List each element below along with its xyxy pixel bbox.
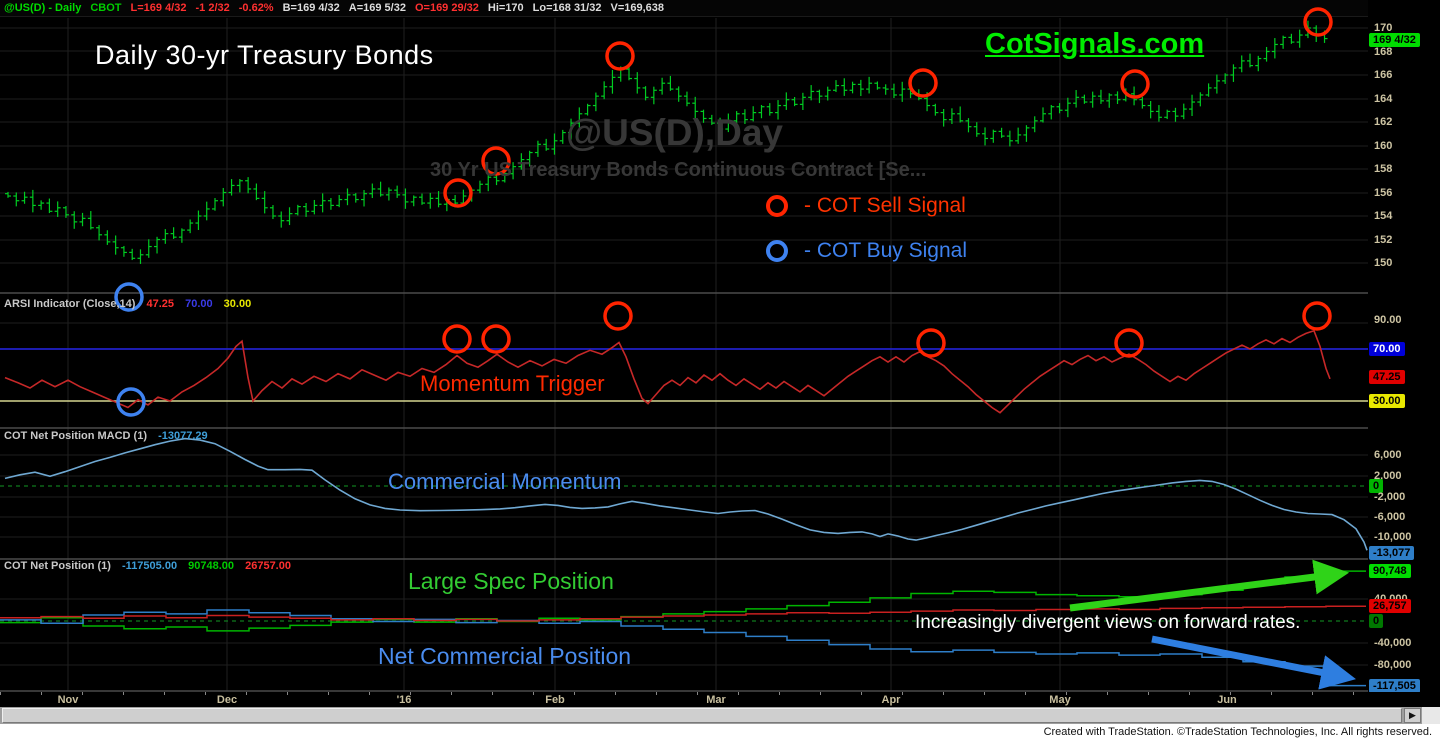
axis-label: -40,000 xyxy=(1374,637,1412,649)
quote-field: Hi=170 xyxy=(487,2,524,14)
quote-field: B=169 4/32 xyxy=(282,2,340,14)
rsi-oversold-value: 30.00 xyxy=(223,298,252,310)
cot-largespec-value: 90748.00 xyxy=(188,560,235,572)
quote-field: A=169 5/32 xyxy=(348,2,406,14)
axis-value-badge: -117,505 xyxy=(1369,679,1420,693)
legend-sell-signal: - COT Sell Signal xyxy=(766,191,966,221)
annotation-net-commercial: Net Commercial Position xyxy=(378,643,632,669)
month-label: Feb xyxy=(545,694,565,706)
month-label: Nov xyxy=(57,694,79,706)
cot-label: COT Net Position (1) xyxy=(4,560,111,572)
quote-field: -0.62% xyxy=(238,2,274,14)
rsi-overbought-value: 70.00 xyxy=(185,298,213,310)
axis-label: -80,000 xyxy=(1374,659,1412,671)
axis-label: 162 xyxy=(1374,116,1393,128)
month-label: Mar xyxy=(706,694,726,706)
annotation-commercial-momentum: Commercial Momentum xyxy=(388,469,622,494)
quote-field: Lo=168 31/32 xyxy=(532,2,602,14)
axis-label: 168 xyxy=(1374,46,1393,58)
price-axis[interactable]: 170 169 4/32 168 166 164 162 160 158 156 154 152 15… xyxy=(1368,0,1440,724)
legend-sell-label: - COT Sell Signal xyxy=(804,194,966,217)
annotation-momentum-trigger: Momentum Trigger xyxy=(420,371,605,396)
quote-field: O=169 29/32 xyxy=(414,2,479,14)
rsi-value: 47.25 xyxy=(146,298,175,310)
axis-label: 158 xyxy=(1374,163,1393,175)
sell-signal-icon xyxy=(766,195,788,217)
scrollbar-corner xyxy=(1422,707,1440,724)
cot-commercial-value: -117505.00 xyxy=(122,560,178,572)
annotation-divergent-views: Increasingly divergent views on forward … xyxy=(915,612,1301,633)
axis-label: -6,000 xyxy=(1374,511,1406,523)
copyright-text: Created with TradeStation. ©TradeStation… xyxy=(1043,726,1432,738)
axis-label: -2,000 xyxy=(1374,491,1406,503)
copyright-bar: Created with TradeStation. ©TradeStation… xyxy=(0,724,1440,740)
quote-field: @US(D) - Daily xyxy=(4,2,82,14)
axis-label: 164 xyxy=(1374,93,1393,105)
month-label: Apr xyxy=(881,694,901,706)
brand-link[interactable]: CotSignals.com xyxy=(985,28,1205,60)
axis-label: 152 xyxy=(1374,234,1393,246)
macd-value: -13077.29 xyxy=(158,430,208,442)
quote-field: -1 2/32 xyxy=(195,2,230,14)
rsi-label: ARSI Indicator (Close,14) xyxy=(4,298,136,310)
axis-value-badge: 0 xyxy=(1369,479,1384,493)
month-label: May xyxy=(1049,694,1071,706)
axis-label: 90.00 xyxy=(1374,314,1402,326)
axis-value-badge: 0 xyxy=(1369,614,1384,628)
cot-indicator-header: COT Net Position (1) -117505.00 90748.00… xyxy=(4,560,299,572)
axis-value-badge: -13,077 xyxy=(1369,546,1415,560)
axis-value-badge: 169 4/32 xyxy=(1369,33,1420,47)
quote-bar: @US(D) - Daily CBOT L=169 4/32 -1 2/32 -0.62… xyxy=(0,0,1440,17)
axis-label: 170 xyxy=(1374,22,1393,34)
axis-value-badge: 90,748 xyxy=(1369,564,1411,578)
month-label: '16 xyxy=(396,694,412,706)
quote-field: L=169 4/32 xyxy=(130,2,187,14)
watermark-symbol: @US(D),Day xyxy=(566,112,783,153)
scrollbar-right-arrow-icon[interactable]: ▶ xyxy=(1404,708,1421,723)
scrollbar-thumb[interactable] xyxy=(2,708,1402,723)
macd-label: COT Net Position MACD (1) xyxy=(4,430,147,442)
legend-buy-label: - COT Buy Signal xyxy=(804,239,968,262)
axis-label: 150 xyxy=(1374,257,1393,269)
axis-value-badge: 26,757 xyxy=(1369,599,1411,613)
month-label: Jun xyxy=(1217,694,1237,706)
axis-label: 166 xyxy=(1374,69,1393,81)
axis-label: 6,000 xyxy=(1374,449,1402,461)
quote-field: V=169,638 xyxy=(610,2,665,14)
macd-indicator-header: COT Net Position MACD (1) -13077.29 xyxy=(4,430,216,442)
buy-signal-icon xyxy=(766,240,788,262)
legend-buy-signal: - COT Buy Signal xyxy=(766,236,967,266)
axis-value-badge: 30.00 xyxy=(1369,394,1405,408)
quote-field: CBOT xyxy=(90,2,122,14)
axis-value-badge: 70.00 xyxy=(1369,342,1405,356)
time-axis[interactable]: Nov Dec '16 Feb Mar Apr May Jun xyxy=(0,692,1440,706)
axis-label: 156 xyxy=(1374,187,1393,199)
month-label: Dec xyxy=(216,694,238,706)
cot-smallspec-value: 26757.00 xyxy=(245,560,291,572)
axis-value-badge: 47.25 xyxy=(1369,370,1405,384)
axis-label: 160 xyxy=(1374,140,1393,152)
rsi-indicator-header: ARSI Indicator (Close,14) 47.25 70.00 30… xyxy=(4,298,259,310)
axis-label: -10,000 xyxy=(1374,531,1412,543)
watermark-description: 30 Yr US Treasury Bonds Continuous Contr… xyxy=(430,159,927,181)
axis-label: 154 xyxy=(1374,210,1393,222)
horizontal-scrollbar[interactable]: ▶ xyxy=(0,707,1440,724)
chart-title: Daily 30-yr Treasury Bonds xyxy=(95,40,434,70)
annotation-large-spec: Large Spec Position xyxy=(408,568,614,594)
